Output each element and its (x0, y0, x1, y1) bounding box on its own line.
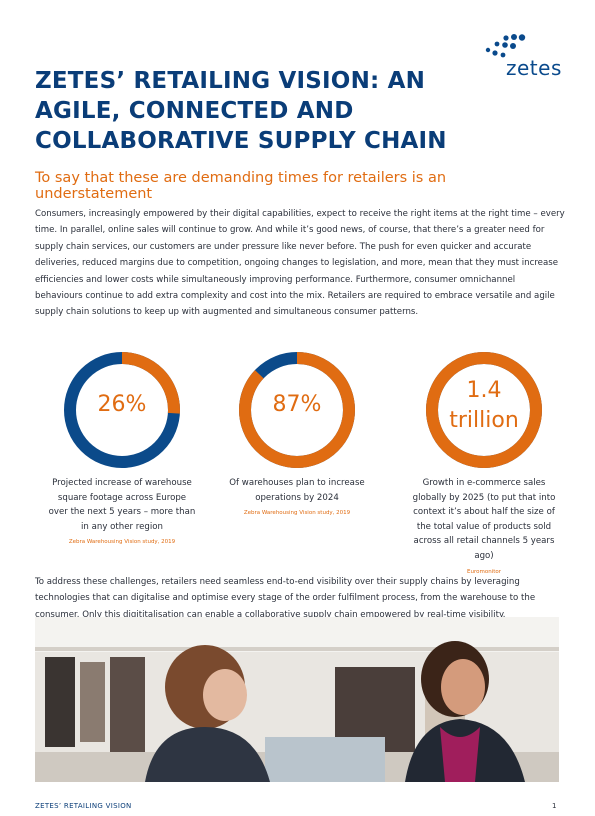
stat-value: 87% (272, 392, 322, 417)
page-subtitle: To say that these are demanding times fo… (35, 170, 447, 202)
stat-warehouses-increase: 87% Of warehouses plan to increase opera… (222, 350, 372, 518)
intro-paragraph: Consumers, increasingly empowered by the… (35, 209, 565, 318)
zetes-logo-text: zetes (506, 56, 562, 80)
stat-description: Projected increase of warehouse square f… (48, 478, 196, 532)
zetes-logo-dots (485, 34, 526, 58)
body-paragraph-2: To address these challenges, retailers n… (35, 577, 536, 620)
retail-store-photo (35, 617, 559, 782)
stat-source: Zebra Warehousing Vision study, 2019 (68, 539, 176, 546)
footer-label: ZETES’ RETAILING VISION (35, 802, 132, 810)
stat-value: 1.4 trillion (409, 376, 559, 436)
donut-ring-26 (64, 352, 180, 468)
page-title: ZETES’ RETAILING VISION: AN AGILE, CONNE… (35, 68, 447, 154)
donut-ring-trillion (426, 352, 542, 468)
stat-description: Growth in e-commerce sales globally by 2… (412, 478, 556, 561)
stat-source: Euromonitor (467, 568, 501, 575)
stat-value: 26% (97, 392, 147, 417)
stat-source: Zebra Warehousing Vision study, 2019 (243, 510, 351, 517)
stat-value-line2: trillion (449, 408, 519, 433)
donut-ring-87 (239, 352, 355, 468)
stat-warehouse-square-footage: 26% Projected increase of warehouse squa… (47, 350, 197, 547)
stat-ecommerce-growth: 1.4 trillion Growth in e-commerce sales … (409, 350, 559, 577)
page-number: 1 (552, 802, 557, 810)
stat-description: Of warehouses plan to increase operation… (229, 478, 365, 503)
stat-value-line1: 1.4 (466, 378, 502, 403)
